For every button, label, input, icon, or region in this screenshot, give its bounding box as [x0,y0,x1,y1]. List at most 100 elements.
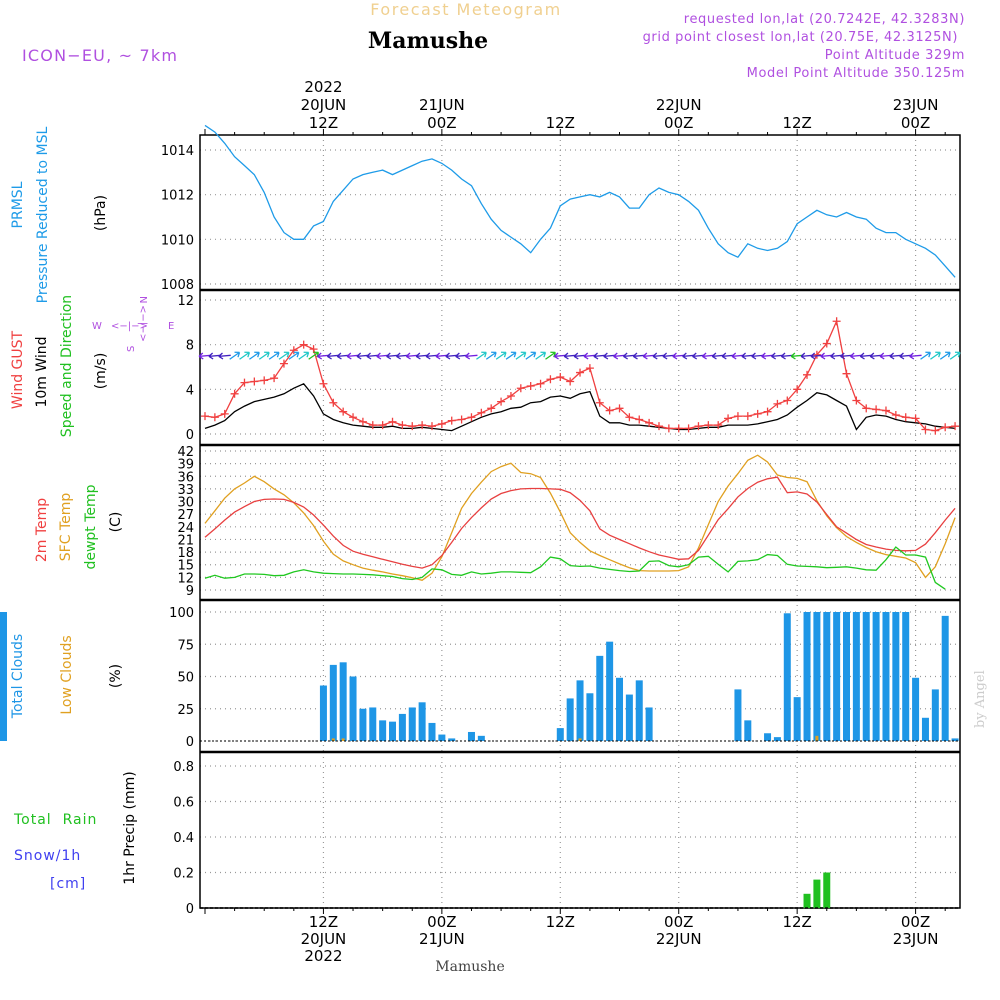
cloud-bar [398,713,406,741]
y-tick-label: 24 [177,521,194,536]
y-tick-label: 4 [186,383,194,398]
gust-line-point [270,374,279,383]
cloud-bar [379,720,387,741]
panel-3: 0 25 50 75 100 [169,600,960,752]
cloud-bar [319,685,327,741]
wind-gust-label: Wind GUST [10,330,26,409]
gust-line-point [724,414,733,423]
cloud-bar [369,707,377,741]
rain-label: Total Rain [13,812,97,828]
gust-line-point [329,398,338,407]
wind-dir-arrow [239,351,251,360]
wind-dir-arrow [249,351,260,360]
x-label-top: 21JUN [419,96,465,114]
gust-line-point [427,422,436,431]
gust-line-point [635,415,644,424]
dewpt-label: dewpt Temp [83,484,99,569]
y-tick-label: 12 [177,571,194,586]
gridpoint-location: grid point closest lon,lat (20.75E, 42.3… [643,30,958,45]
cloud-bar [477,735,485,741]
gust-line-point [388,417,397,426]
cloud-bar [576,680,584,741]
wind-dir-arrow [525,351,537,360]
x-label-bottom: 12Z [309,913,338,931]
gust-line-point [497,397,506,406]
x-label-top: 12Z [309,114,338,132]
x-label-bottom: 23JUN [893,930,939,948]
wind-dir-arrow [939,351,951,360]
pressure-label-1: PRMSL [10,181,26,228]
cloud-unit: (%) [108,664,124,688]
x-label-bottom: 20JUN [301,930,347,948]
gust-line-point [546,375,555,384]
cloud-bar [813,612,821,741]
t2m-label: 2m Temp [34,498,50,562]
snow-cm-label: [cm] [50,876,86,892]
x-label-top: 22JUN [656,96,702,114]
y-tick-label: 0.8 [173,760,194,775]
x-label-bottom: 12Z [782,913,811,931]
gust-line-point [279,359,288,368]
gust-line-point [319,379,328,388]
cloud-bar [616,677,624,741]
y-tick-label: 27 [177,508,194,523]
gust-line-point [210,413,219,422]
y-tick-label: 100 [169,606,194,621]
y-tick-label: 25 [177,703,194,718]
gust-line-point [901,413,910,422]
y-tick-label: 75 [177,638,194,653]
y-tick-label: 36 [177,470,194,485]
cloud-bar [951,738,959,741]
gust-line-point [832,317,841,326]
plot-layer: 1008101010121014048129121518212427303336… [0,78,961,965]
wind-dir-arrow [920,351,931,360]
compass-s: S [126,346,137,352]
x-label-bottom: 2022 [304,947,342,965]
cloud-bar [773,737,781,741]
supertitle: Forecast Meteogram [370,0,561,19]
wind-dir-arrow [298,351,310,360]
y-tick-label: 0.4 [173,831,194,846]
y-tick-label: 8 [186,339,194,354]
gust-line-point [240,378,249,387]
gust-line-point [418,421,427,430]
wind-dir-arrow [308,351,320,360]
gust-line-point [250,377,259,386]
wind-line [204,383,956,432]
cloud-bar [448,738,456,741]
cloud-bar [803,612,811,741]
x-label-top: 12Z [782,114,811,132]
x-label-bottom: 21JUN [419,930,465,948]
wind-dir-arrow [485,351,497,360]
gust-line-point [378,421,387,430]
wind-dir-arrow [218,352,231,360]
gust-line-point [477,408,486,417]
gust-line-point [506,392,515,401]
panel-4: 0 0.2 0.4 0.6 0.8 [173,752,960,917]
gust-line-point [931,426,940,435]
gust-line-point [339,407,348,416]
y-tick-label: 42 [177,445,194,460]
x-label-bottom: 12Z [546,913,575,931]
x-label-top: 00Z [664,114,693,132]
gust-line-point [822,339,831,348]
y-tick-label: 50 [177,671,194,686]
wind-dir-arrow [229,351,241,360]
gust-line-point [645,418,654,427]
location-title: Mamushe [368,28,488,54]
cloud-bar [912,677,920,741]
cloud-bar [389,721,397,741]
gust-line-point [230,389,239,398]
gust-line-point [872,405,881,414]
cloud-bar [635,680,643,741]
gust-line-point [556,373,565,382]
x-label-bottom: 00Z [901,913,930,931]
gust-line-point [487,404,496,413]
wind-dir-arrow [258,351,270,360]
cloud-bar [941,615,949,741]
model-point-altitude: Model Point Altitude 350.125m [747,66,965,81]
y-tick-label: 30 [177,496,194,511]
y-tick-label: 0 [186,735,194,750]
x-label-top: 00Z [901,114,930,132]
